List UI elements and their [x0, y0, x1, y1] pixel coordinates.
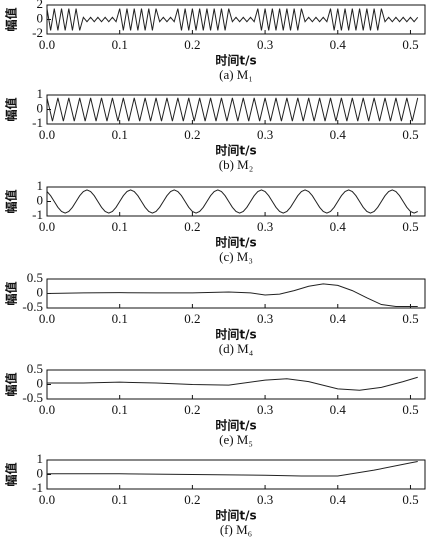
- y-tick-label: 1: [37, 86, 44, 101]
- caption: (e) M₅: [219, 432, 253, 447]
- signal-line: [46, 283, 418, 308]
- x-tick-label: 0.0: [39, 402, 55, 417]
- x-tick-label: 0.1: [112, 219, 128, 234]
- y-tick-label: 1: [37, 451, 44, 466]
- signal-line: [47, 376, 418, 391]
- caption: (a) M₁: [219, 67, 253, 82]
- y-tick-label: -1: [32, 207, 43, 222]
- x-tick-label: 0.4: [330, 311, 347, 326]
- caption: (f) M₆: [220, 522, 252, 537]
- x-tick-label: 0.0: [39, 311, 55, 326]
- x-tick-label: 0.1: [112, 311, 128, 326]
- y-tick-label: 1: [37, 178, 44, 193]
- y-tick-label: -0.5: [22, 299, 43, 314]
- signal-line: [46, 97, 419, 122]
- x-tick-label: 0.4: [330, 127, 347, 142]
- y-tick-label: 0: [37, 465, 44, 480]
- y-tick-label: -2: [32, 25, 43, 40]
- x-tick-label: 0.3: [257, 402, 273, 417]
- x-tick-label: 0.2: [184, 127, 200, 142]
- y-axis-label: 幅值: [4, 7, 19, 31]
- y-tick-label: 0: [37, 192, 44, 207]
- x-tick-label: 0.1: [112, 402, 128, 417]
- signal-line: [47, 460, 418, 477]
- x-tick-label: 0.5: [402, 311, 418, 326]
- x-axis-label: 时间t/s: [215, 508, 256, 523]
- x-tick-label: 0.0: [39, 219, 55, 234]
- y-tick-label: -0.5: [22, 390, 43, 405]
- x-tick-label: 0.5: [402, 402, 418, 417]
- x-tick-label: 0.2: [184, 402, 200, 417]
- y-tick-label: 0.5: [27, 361, 43, 376]
- x-tick-label: 0.2: [184, 311, 200, 326]
- y-tick-label: 0.5: [27, 270, 43, 285]
- x-tick-label: 0.4: [330, 37, 347, 52]
- y-tick-label: 0: [37, 375, 44, 390]
- x-axis-label: 时间t/s: [215, 418, 256, 433]
- y-axis-label: 幅值: [4, 372, 19, 396]
- signal-line: [46, 8, 419, 31]
- y-tick-label: -1: [32, 115, 43, 130]
- x-tick-label: 0.4: [330, 219, 347, 234]
- y-axis-label: 幅值: [4, 462, 19, 486]
- y-axis-label: 幅值: [4, 189, 19, 213]
- x-tick-label: 0.0: [39, 492, 55, 507]
- x-tick-label: 0.0: [39, 37, 55, 52]
- x-tick-label: 0.5: [402, 127, 418, 142]
- y-tick-label: 0: [37, 10, 44, 25]
- x-tick-label: 0.3: [257, 492, 273, 507]
- y-axis-label: 幅值: [4, 281, 19, 305]
- signal-line: [46, 189, 418, 214]
- plot-frame: [46, 278, 426, 309]
- x-tick-label: 0.3: [257, 37, 273, 52]
- x-tick-label: 0.3: [257, 311, 273, 326]
- x-tick-label: 0.5: [402, 219, 418, 234]
- x-tick-label: 0.2: [184, 219, 200, 234]
- x-tick-label: 0.5: [402, 37, 418, 52]
- x-tick-label: 0.0: [39, 127, 55, 142]
- x-axis-label: 时间t/s: [215, 235, 256, 250]
- x-axis-label: 时间t/s: [215, 327, 256, 342]
- x-tick-label: 0.1: [112, 492, 128, 507]
- x-axis-label: 时间t/s: [215, 143, 256, 158]
- x-tick-label: 0.4: [330, 402, 347, 417]
- y-tick-label: -1: [32, 480, 43, 495]
- y-tick-label: 0: [37, 284, 44, 299]
- y-tick-label: 0: [37, 100, 44, 115]
- x-axis-label: 时间t/s: [215, 53, 256, 68]
- x-tick-label: 0.4: [330, 492, 347, 507]
- x-tick-label: 0.1: [112, 37, 128, 52]
- x-tick-label: 0.1: [112, 127, 128, 142]
- x-tick-label: 0.5: [402, 492, 418, 507]
- y-tick-label: 2: [37, 0, 44, 11]
- caption: (b) M₂: [219, 157, 254, 172]
- caption: (d) M₄: [219, 341, 254, 356]
- y-axis-label: 幅值: [4, 97, 19, 121]
- x-tick-label: 0.3: [257, 219, 273, 234]
- x-tick-label: 0.2: [184, 37, 200, 52]
- x-tick-label: 0.3: [257, 127, 273, 142]
- x-tick-label: 0.2: [184, 492, 200, 507]
- caption: (c) M₃: [219, 249, 253, 264]
